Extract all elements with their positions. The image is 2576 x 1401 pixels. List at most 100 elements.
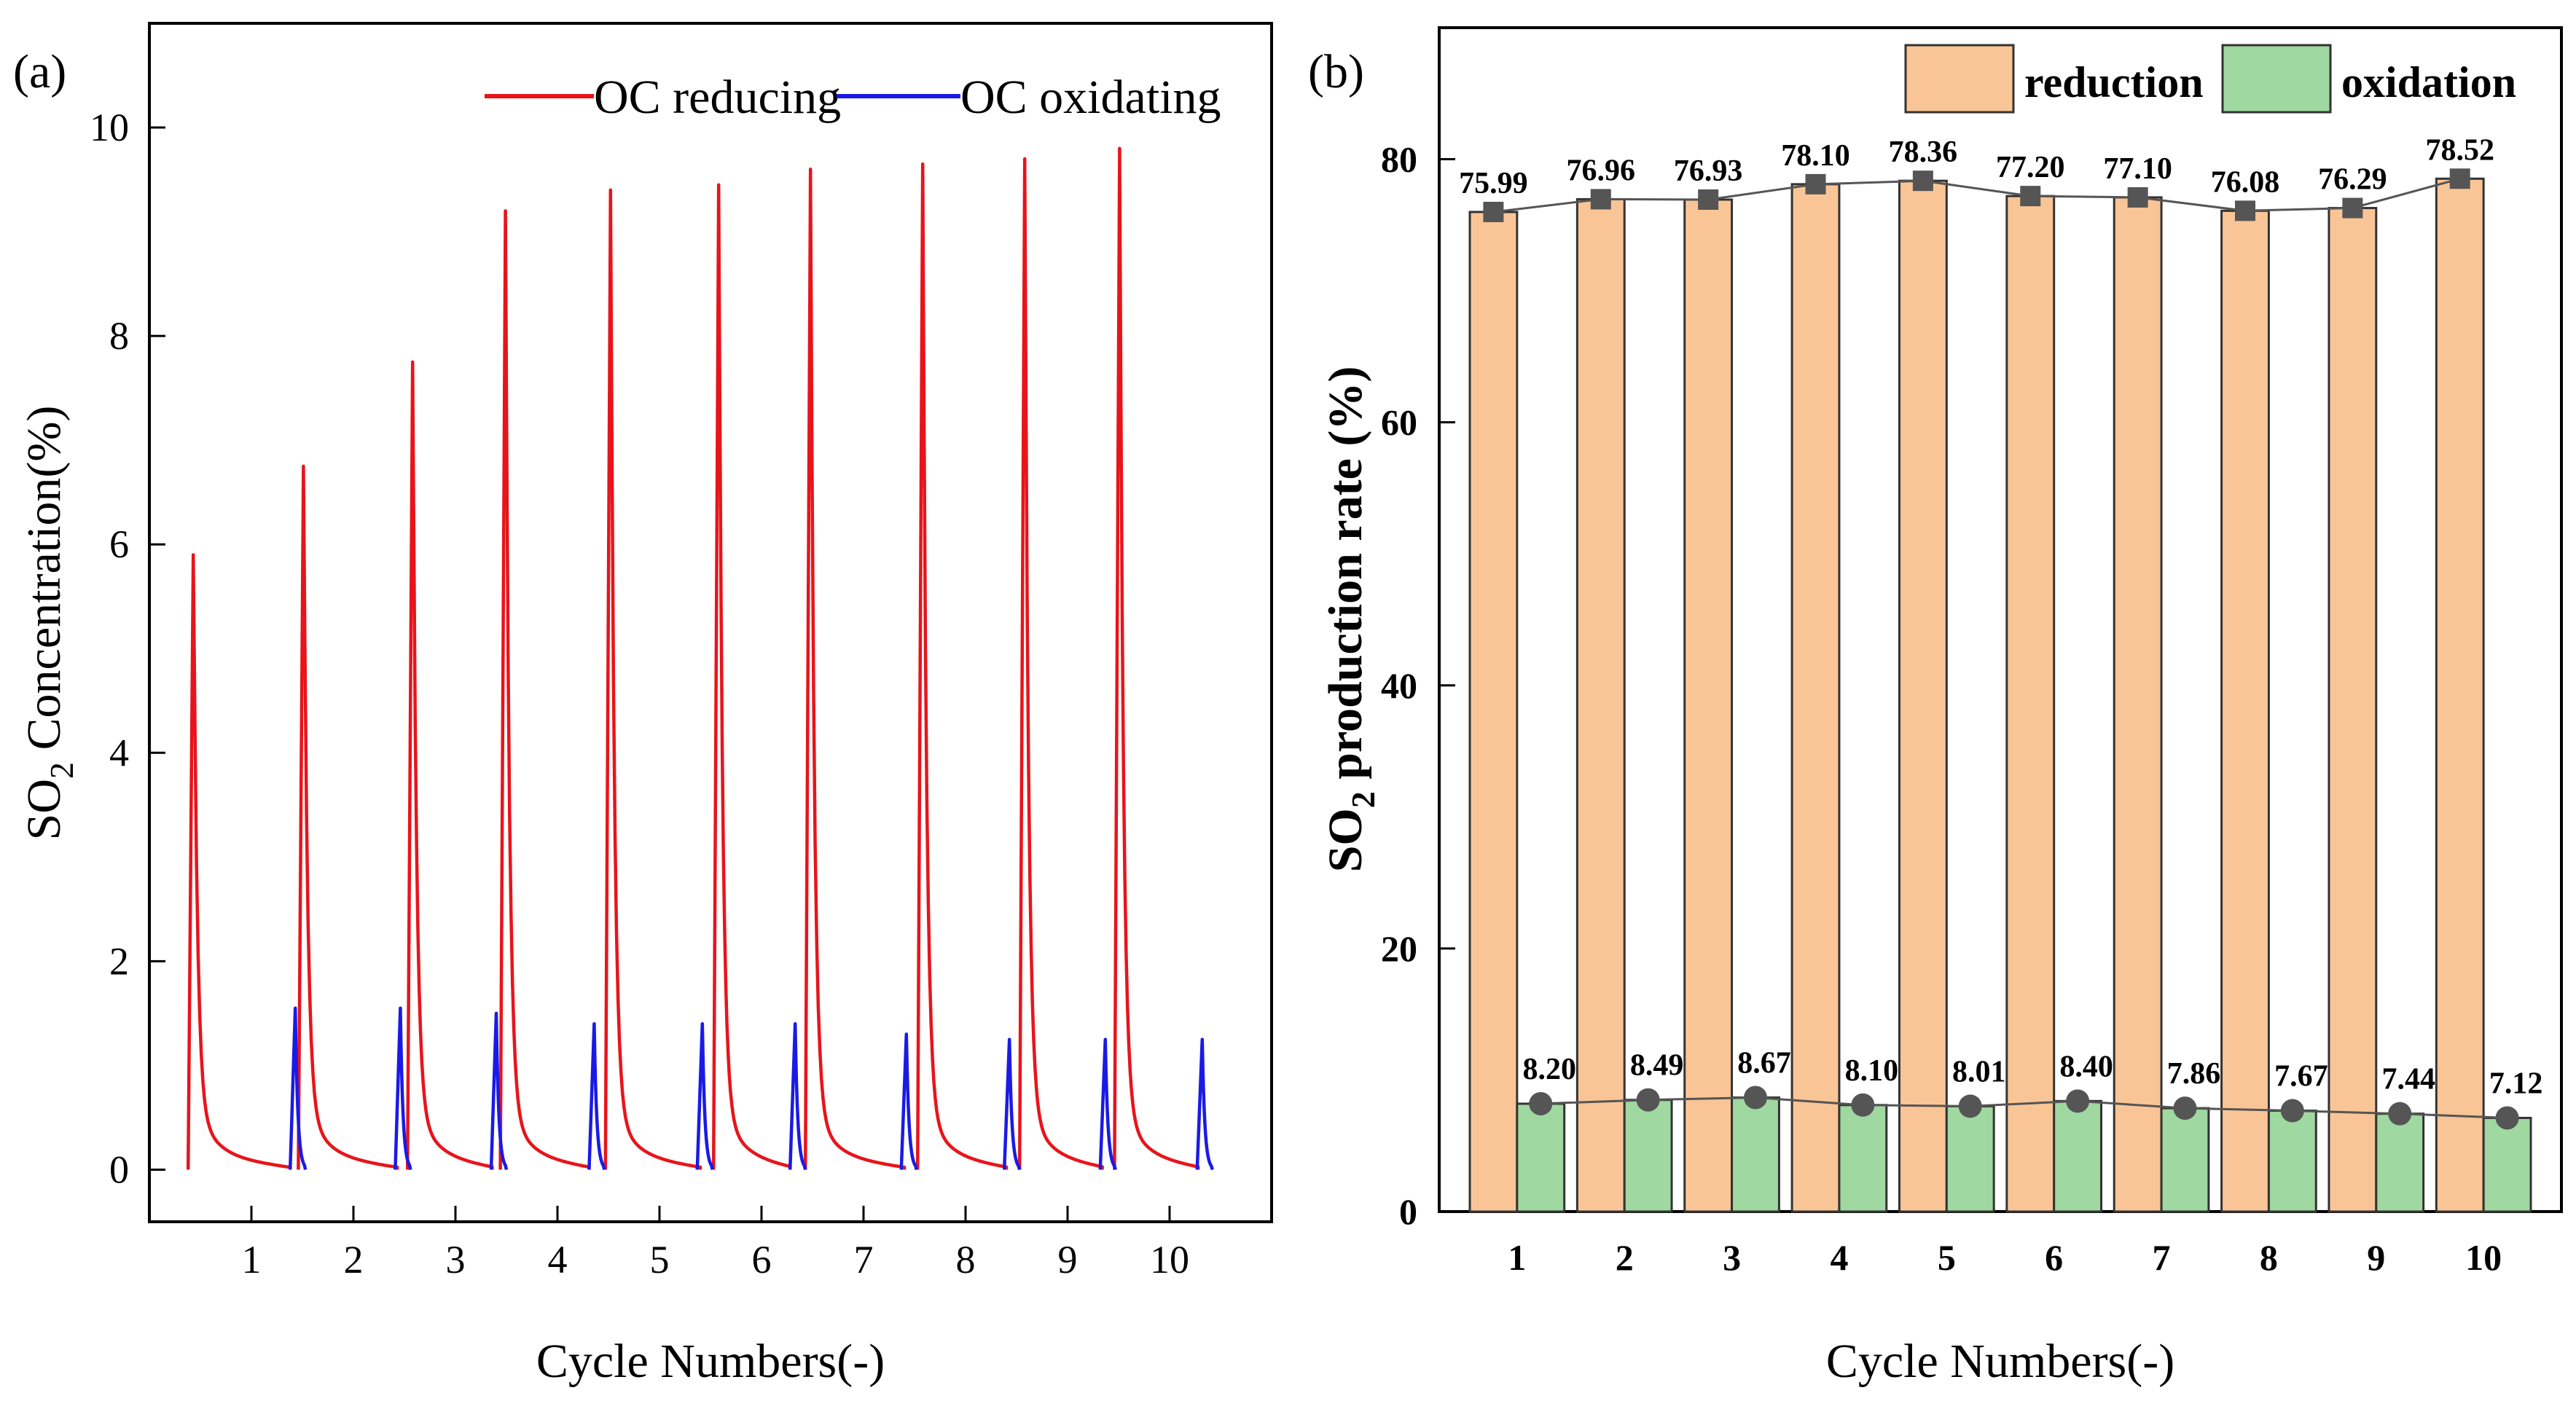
panel-b-x-axis-title: Cycle Numbers(-)	[1826, 1335, 2174, 1388]
panel-a-plot-frame	[148, 22, 1273, 1223]
panel-a-y-axis-title: SO2 Concentration(%)	[17, 406, 80, 841]
oc-oxidating-peak	[1002, 1037, 1022, 1171]
oxidation-value-label: 8.67	[1737, 1046, 1791, 1080]
oxidation-bar	[1623, 1099, 1673, 1213]
oxidation-value-label: 7.67	[2274, 1060, 2328, 1094]
reduction-value-label: 78.52	[2425, 133, 2494, 167]
panel-b-y-title-subscript: 2	[1344, 791, 1382, 808]
panel-a-legend: OC reducing OC oxidating	[485, 71, 1221, 124]
oxidation-value-label: 8.10	[1845, 1054, 1899, 1088]
reduction-value-label: 76.96	[1567, 154, 1636, 187]
legend-label-reduction: reduction	[2024, 58, 2204, 106]
reduction-marker	[1483, 201, 1504, 222]
panel-a-x-tick-label: 2	[344, 1238, 364, 1282]
reduction-marker	[1590, 189, 1611, 210]
panel-b-x-tick-label: 10	[2465, 1237, 2502, 1278]
oc-reducing-peak	[498, 209, 591, 1170]
oxidation-marker	[1958, 1094, 1982, 1118]
panel-b-y-tick-label: 0	[1399, 1191, 1417, 1232]
oc-oxidating-peak	[489, 1011, 509, 1171]
panel-a-y-title-subscript: 2	[43, 762, 80, 779]
panel-b-legend: reduction oxidation	[1904, 44, 2516, 114]
legend-swatch-reduction	[1904, 44, 2015, 114]
panel-a-x-tick-label: 4	[548, 1238, 568, 1282]
panel-a-y-tick-label: 4	[109, 731, 129, 774]
reduction-bar	[1898, 179, 1948, 1213]
reduction-marker	[2449, 168, 2470, 189]
panel-a-x-tick-label: 5	[650, 1238, 670, 1282]
reduction-marker	[2020, 186, 2041, 207]
oxidation-bar	[2375, 1112, 2425, 1213]
reduction-bar	[2113, 196, 2163, 1213]
panel-b-value-labels: 75.99 76.96 76.93 78.10 78.36 77.20 77.10 76.08…	[1459, 133, 2542, 1100]
reduction-value-label: 78.10	[1781, 139, 1850, 173]
oc-reducing-peak	[603, 188, 702, 1170]
panel-a-y-tick-label: 0	[109, 1147, 129, 1191]
reduction-bar	[1683, 198, 1734, 1213]
reduction-bar	[2328, 207, 2378, 1213]
panel-a-x-tick-label: 6	[752, 1238, 772, 1282]
oxidation-value-label: 7.44	[2381, 1063, 2435, 1096]
panel-b-label: (b)	[1308, 45, 1364, 98]
oc-oxidating-peak	[695, 1021, 714, 1171]
panel-b-x-tick-label: 5	[1938, 1237, 1956, 1278]
panel-b-x-tick-label: 8	[2260, 1237, 2278, 1278]
oc-reducing-peak	[405, 360, 494, 1170]
oxidation-marker	[2173, 1096, 2197, 1121]
panel-a-y-tick-label: 6	[109, 522, 129, 566]
oxidation-marker	[1529, 1091, 1553, 1115]
panel-b-y-tick-label: 60	[1381, 402, 1417, 443]
oxidation-bar	[1516, 1102, 1566, 1213]
oxidation-bar	[2482, 1116, 2532, 1213]
oc-reducing-peak	[186, 553, 292, 1170]
oxidation-value-label: 8.20	[1523, 1053, 1577, 1086]
reduction-bar	[1575, 197, 1626, 1213]
reduction-value-label: 76.93	[1674, 154, 1743, 188]
oc-reducing-peak	[915, 162, 1009, 1170]
oxidation-value-label: 7.12	[2489, 1067, 2543, 1100]
panel-b-trend-lines	[1483, 168, 2519, 1130]
reduction-marker	[2342, 197, 2363, 219]
legend-label-oc-oxidating: OC oxidating	[960, 71, 1221, 124]
reduction-value-label: 78.36	[1889, 136, 1958, 169]
panel-a-x-tick-label: 10	[1150, 1238, 1189, 1282]
oc-oxidating-peak	[788, 1021, 807, 1171]
panel-b-x-tick-label: 3	[1723, 1237, 1741, 1278]
panel-b-y-tick-label: 40	[1381, 665, 1417, 706]
panel-a-x-tick-label: 7	[854, 1238, 874, 1282]
legend-label-oxidation: oxidation	[2341, 58, 2516, 106]
reduction-value-label: 76.29	[2318, 163, 2387, 197]
panel-b-x-tick-label: 7	[2153, 1237, 2171, 1278]
oxidation-marker	[1636, 1088, 1660, 1112]
panel-b-x-tick-label: 9	[2367, 1237, 2385, 1278]
reduction-marker	[2127, 187, 2148, 208]
legend-label-oc-reducing: OC reducing	[594, 71, 841, 124]
legend-swatch-oxidation	[2221, 44, 2332, 114]
oxidation-marker	[2280, 1099, 2304, 1123]
panel-b-y-tick-label: 20	[1381, 928, 1417, 969]
reduction-bar	[1790, 183, 1841, 1213]
panel-a-y-tick-label: 2	[109, 939, 129, 983]
reduction-bar	[2005, 195, 2056, 1213]
reduction-marker	[2235, 200, 2255, 221]
oc-reducing-peak	[297, 464, 399, 1170]
oxidation-bar	[1945, 1104, 1995, 1213]
oc-oxidating-peak	[288, 1006, 308, 1171]
reduction-bar	[2435, 177, 2485, 1213]
panel-b-plot-frame	[1438, 26, 2563, 1213]
oxidation-bar	[2053, 1099, 2103, 1213]
reduction-marker	[1805, 173, 1826, 195]
panel-b-y-title-prefix: SO	[1319, 808, 1372, 872]
panel-b-x-tick-label: 4	[1830, 1237, 1848, 1278]
oc-oxidating-peak	[1098, 1037, 1117, 1171]
oc-reducing-peak	[1017, 157, 1104, 1170]
panel-b-bar-chart: (b) 0 20 40 60 80 1 2 3 4 5 6 7 8 9 10 75.99 76.96 76.93…	[1308, 26, 2563, 1388]
oc-oxidating-peak	[394, 1006, 412, 1171]
oxidation-value-label: 8.01	[1952, 1055, 2006, 1088]
panel-b-x-tick-label: 1	[1508, 1237, 1526, 1278]
reduction-bar	[2220, 209, 2270, 1213]
panel-a-axis-ticks: 1 2 3 4 5 6 7 8 9 10 0 2 4 6 8 10	[90, 106, 1189, 1282]
oc-reducing-peak	[1113, 146, 1200, 1170]
panel-b-y-tick-label: 80	[1381, 139, 1417, 180]
oxidation-bar	[1731, 1096, 1780, 1213]
